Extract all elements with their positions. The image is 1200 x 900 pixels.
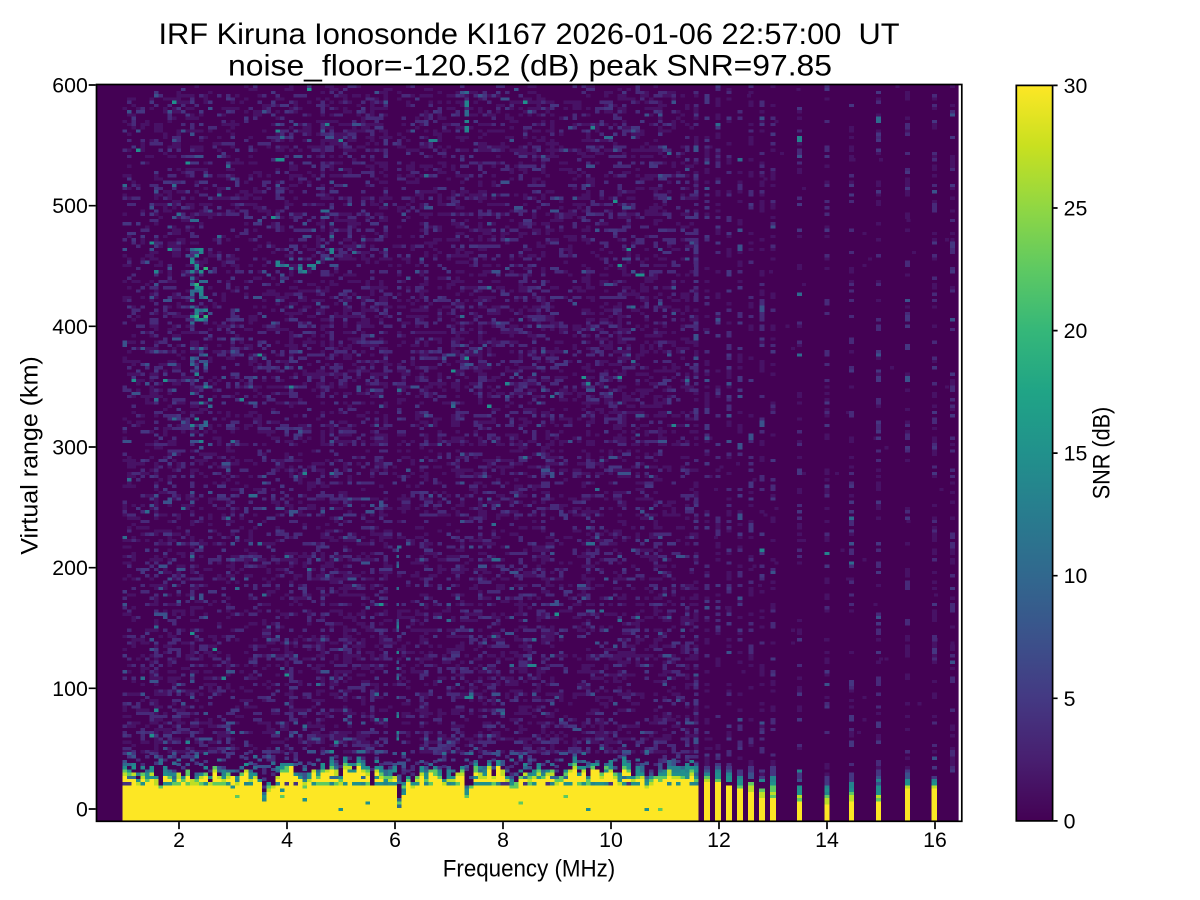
svg-text:IRF Kiruna Ionosonde KI167 202: IRF Kiruna Ionosonde KI167 2026-01-06 22… <box>159 18 900 51</box>
svg-text:16: 16 <box>923 828 947 852</box>
svg-text:SNR (dB): SNR (dB) <box>1090 407 1116 500</box>
svg-text:25: 25 <box>1064 197 1088 221</box>
svg-text:12: 12 <box>707 828 731 852</box>
svg-text:300: 300 <box>52 436 88 460</box>
svg-text:10: 10 <box>599 828 623 852</box>
svg-text:6: 6 <box>389 828 401 852</box>
svg-text:5: 5 <box>1064 687 1076 711</box>
svg-text:400: 400 <box>52 315 88 339</box>
svg-text:4: 4 <box>281 828 293 852</box>
svg-text:0: 0 <box>1064 809 1076 833</box>
svg-text:15: 15 <box>1064 442 1088 466</box>
svg-text:noise_floor=-120.52 (dB) peak: noise_floor=-120.52 (dB) peak SNR=97.85 <box>228 50 832 83</box>
svg-text:100: 100 <box>52 677 88 701</box>
svg-text:600: 600 <box>52 74 88 98</box>
svg-text:8: 8 <box>497 828 509 852</box>
svg-text:20: 20 <box>1064 319 1088 343</box>
svg-text:30: 30 <box>1064 74 1088 98</box>
svg-text:14: 14 <box>815 828 839 852</box>
svg-text:Frequency (MHz): Frequency (MHz) <box>443 857 616 883</box>
svg-text:200: 200 <box>52 556 88 580</box>
svg-text:0: 0 <box>76 798 88 822</box>
svg-text:500: 500 <box>52 194 88 218</box>
svg-text:2: 2 <box>173 828 185 852</box>
svg-text:10: 10 <box>1064 564 1088 588</box>
svg-text:Virtual range (km): Virtual range (km) <box>18 356 44 555</box>
